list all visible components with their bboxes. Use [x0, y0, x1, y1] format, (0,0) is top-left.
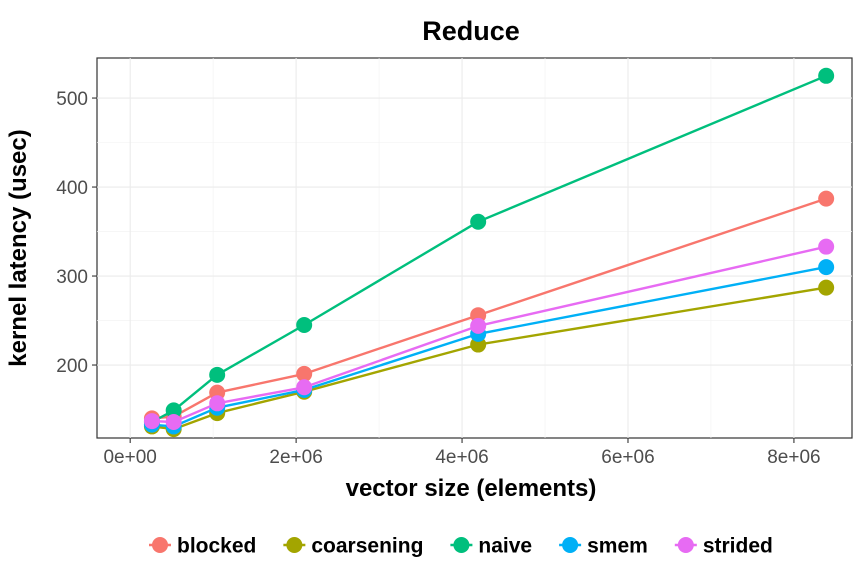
x-tick-label: 2e+06 [269, 447, 322, 468]
x-tick-label: 0e+00 [103, 447, 156, 468]
legend-item-blocked: blocked [149, 535, 256, 558]
data-point-smem [818, 259, 835, 276]
legend-label: strided [703, 535, 773, 558]
data-point-naive [818, 67, 835, 84]
data-point-strided [296, 379, 313, 396]
legend-item-coarsening: coarsening [283, 535, 423, 558]
x-tick-label: 4e+06 [435, 447, 488, 468]
data-point-naive [209, 366, 226, 383]
data-point-naive [296, 316, 313, 333]
y-tick-label: 400 [56, 178, 88, 199]
data-point-strided [209, 395, 226, 412]
legend-item-naive: naive [450, 535, 532, 558]
legend-label: blocked [177, 535, 256, 558]
y-axis-title: kernel latency (usec) [5, 129, 32, 366]
legend-key-point [677, 537, 694, 553]
legend-label: naive [478, 535, 532, 558]
data-point-coarsening [818, 279, 835, 296]
legend-key-point [152, 537, 168, 553]
y-tick-label: 300 [56, 267, 88, 288]
legend-label: coarsening [311, 535, 423, 558]
legend-item-strided: strided [674, 535, 773, 558]
x-axis-title: vector size (elements) [346, 475, 597, 502]
data-point-strided [470, 317, 487, 334]
y-tick-label: 500 [56, 89, 88, 110]
legend-label: smem [587, 535, 648, 558]
data-point-naive [165, 402, 182, 419]
y-tick-label: 200 [56, 356, 88, 377]
series-strided [143, 238, 835, 430]
x-tick-label: 8e+06 [767, 447, 820, 468]
data-point-naive [470, 213, 487, 230]
data-point-strided [143, 413, 160, 430]
data-point-blocked [296, 365, 313, 382]
legend-key-point [562, 537, 579, 553]
data-point-strided [165, 413, 182, 430]
data-point-strided [818, 238, 835, 255]
axis-ticks: 0e+00 2e+06 4e+06 6e+06 8e+06 200 300 400 500 [56, 89, 820, 468]
chart-title: Reduce [422, 16, 520, 46]
legend: blocked coarsening naive smem strided [149, 535, 773, 558]
series-layer [143, 67, 835, 438]
data-point-blocked [818, 190, 835, 207]
legend-item-smem: smem [559, 535, 648, 558]
legend-key-point [453, 537, 470, 553]
x-tick-label: 6e+06 [601, 447, 654, 468]
legend-key-point [286, 537, 303, 553]
